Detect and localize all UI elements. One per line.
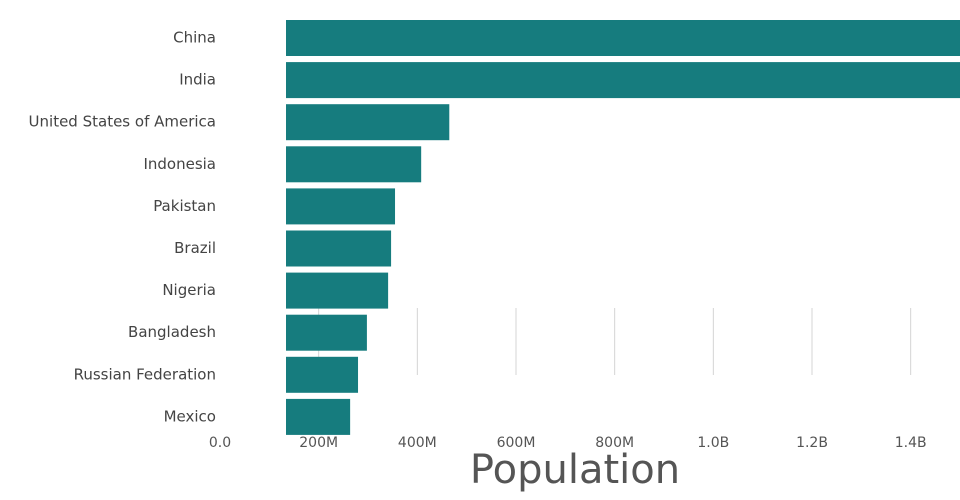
bar: [286, 104, 450, 141]
x-tick-label: 1.2B: [796, 435, 828, 451]
bar: [286, 314, 367, 351]
x-tick-label: 1.0B: [697, 435, 729, 451]
y-tick-label: Brazil: [174, 239, 216, 257]
bar: [286, 398, 351, 435]
x-tick-label: 600M: [497, 435, 536, 451]
x-tick-label: 1.4B: [895, 435, 927, 451]
x-tick-label: 0.0: [209, 435, 231, 451]
y-tick-label: Nigeria: [162, 281, 216, 299]
bar: [286, 20, 960, 56]
y-tick-label: Bangladesh: [128, 323, 216, 341]
x-tick-label: 800M: [595, 435, 634, 451]
y-tick-label: United States of America: [29, 113, 216, 131]
bar: [286, 146, 422, 183]
y-tick-label: Russian Federation: [74, 365, 216, 383]
bar: [286, 230, 392, 267]
axis-title: Population: [470, 447, 680, 493]
y-tick-label: Pakistan: [153, 197, 216, 215]
bar: [286, 62, 960, 99]
bar: [286, 356, 359, 393]
y-tick-label: India: [179, 71, 216, 89]
x-tick-label: 400M: [398, 435, 437, 451]
bar: [286, 272, 389, 309]
y-tick-label: Mexico: [164, 407, 216, 425]
x-tick-label: 200M: [299, 435, 338, 451]
y-tick-label: China: [173, 29, 216, 47]
y-tick-label: Indonesia: [143, 155, 216, 173]
bar: [286, 188, 396, 225]
